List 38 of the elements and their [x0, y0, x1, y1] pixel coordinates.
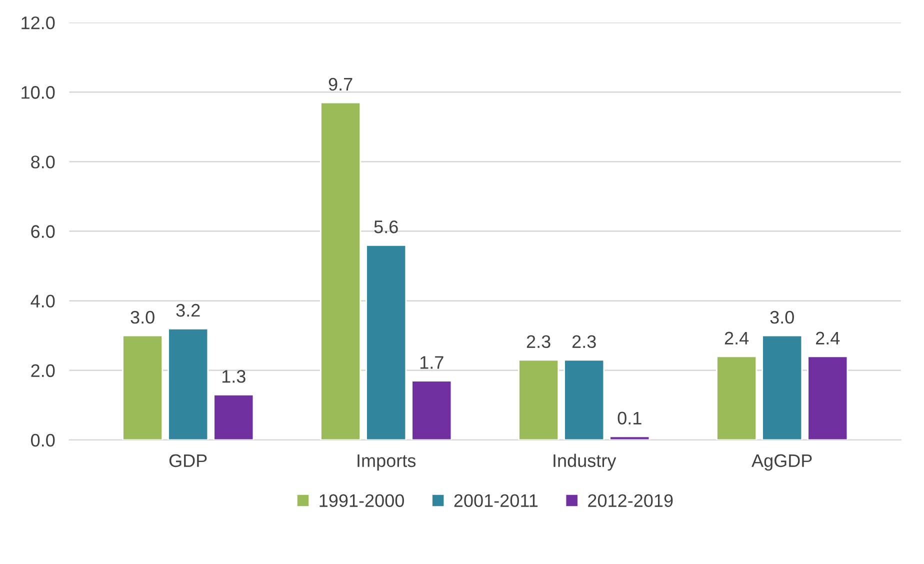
bar: [518, 359, 560, 440]
bar: [564, 359, 605, 440]
y-tick-label: 6.0: [31, 225, 55, 238]
data-label: 1.7: [420, 356, 444, 369]
bar: [320, 102, 362, 440]
bar: [168, 328, 209, 440]
data-label: 3.0: [770, 310, 794, 324]
bar: [366, 244, 407, 440]
data-label: 2.4: [724, 332, 749, 344]
data-label: 5.6: [374, 220, 398, 234]
bar: [411, 380, 452, 440]
data-label: 0.1: [618, 412, 642, 425]
y-tick-label: 10.0: [22, 86, 55, 99]
bar: [807, 356, 848, 440]
bar: [213, 394, 254, 440]
legend-label: 2012-2019: [588, 494, 673, 507]
data-label: 3.2: [176, 304, 200, 317]
data-label: 3.0: [130, 310, 154, 324]
x-tick-label: GDP: [169, 454, 207, 468]
x-tick-label: Imports: [358, 454, 416, 471]
data-label: 1.3: [222, 370, 246, 383]
bar: [716, 356, 758, 440]
y-tick-label: 8.0: [31, 156, 55, 168]
data-label: 9.7: [328, 78, 352, 91]
bar: [122, 334, 164, 440]
legend-label: 2001-2011: [454, 494, 538, 507]
data-label: 2.4: [816, 332, 840, 344]
y-tick-label: 0.0: [31, 434, 55, 447]
y-tick-label: 2.0: [31, 364, 55, 378]
legend-label: 1991-2000: [320, 494, 404, 507]
data-label: 2.3: [526, 335, 550, 348]
x-tick-label: AgGDP: [752, 454, 812, 471]
x-tick-label: Industry: [554, 454, 616, 471]
data-label: 2.3: [572, 335, 596, 348]
bar: [762, 334, 803, 440]
y-tick-label: 4.0: [30, 294, 55, 308]
y-tick-label: 12.0: [22, 16, 55, 30]
bar: [609, 436, 650, 440]
